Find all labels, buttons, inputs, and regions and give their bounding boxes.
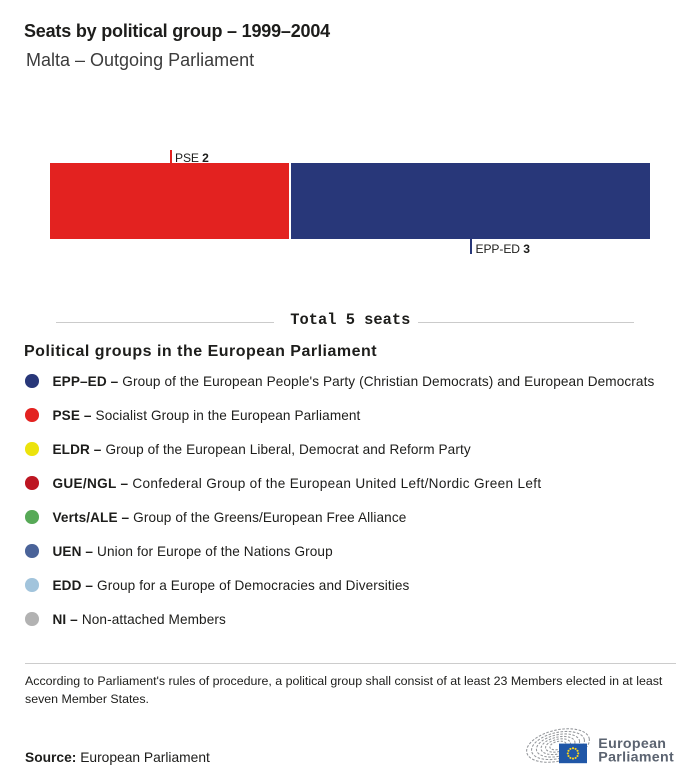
svg-text:Parliament: Parliament [598, 750, 674, 766]
svg-text:European: European [598, 736, 666, 752]
